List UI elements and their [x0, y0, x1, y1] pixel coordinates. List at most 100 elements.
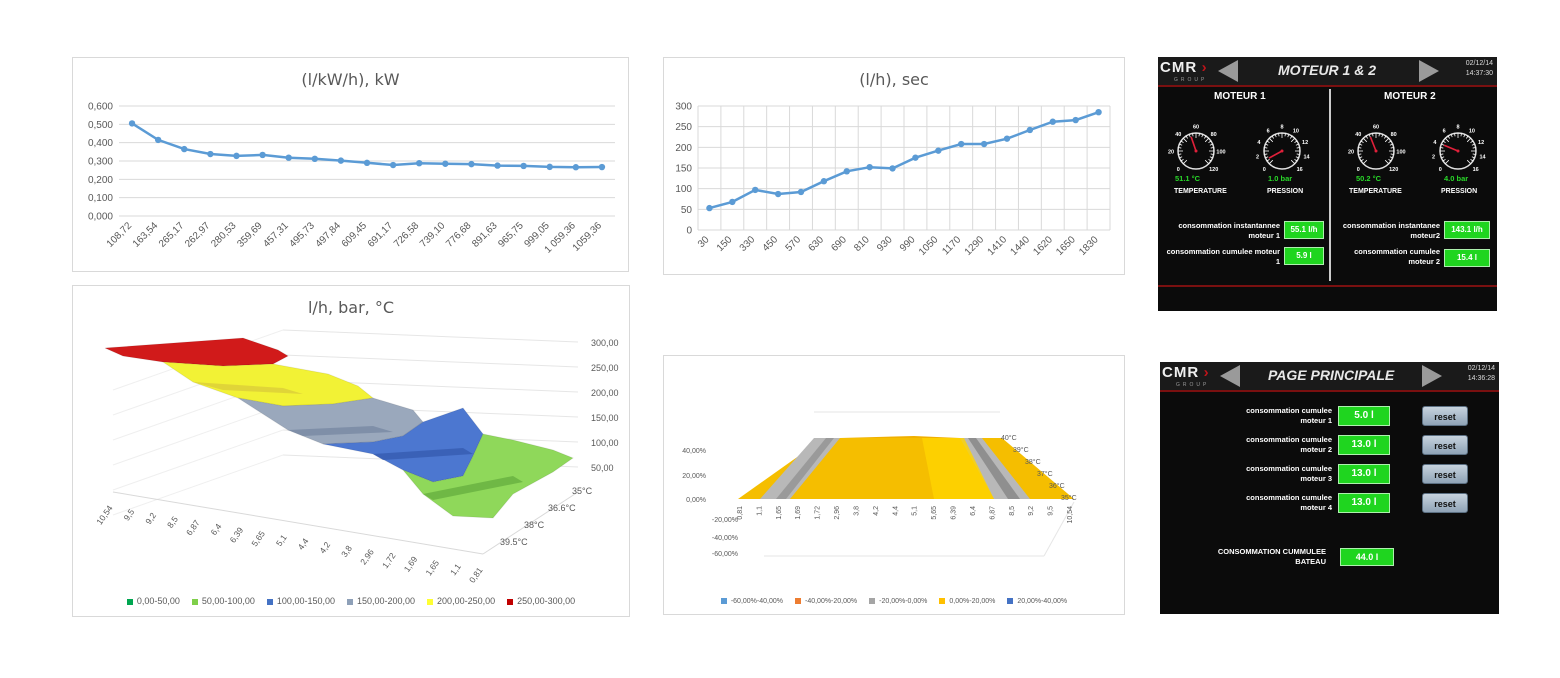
prev-page-arrow-icon[interactable]	[1218, 60, 1238, 82]
x-tick-label: 5,1	[912, 506, 919, 516]
gauge-tick	[1185, 135, 1188, 139]
gauge-tick-label: 60	[1193, 125, 1199, 131]
floor-edge	[112, 491, 484, 555]
gauge-tick	[1204, 137, 1210, 143]
y-tick-label: 39.5°C	[500, 537, 528, 547]
y-tick-label: 0,200	[88, 175, 113, 186]
reset-button-moteur-1[interactable]: reset	[1422, 406, 1468, 426]
gauge-tick	[1470, 140, 1474, 143]
gauge-tick	[1278, 133, 1280, 137]
hmi-footer-line	[1158, 285, 1497, 287]
reset-button-moteur-2[interactable]: reset	[1422, 435, 1468, 455]
data-point	[207, 150, 214, 158]
prev-page-arrow-icon[interactable]	[1220, 365, 1240, 387]
x-tick-label: 4,4	[296, 536, 311, 552]
next-page-arrow-icon[interactable]	[1422, 365, 1442, 387]
gauge-tick	[1362, 137, 1368, 143]
y-tick-label: 150	[675, 164, 692, 175]
legend-label: 150,00-200,00	[356, 596, 416, 606]
gauge-tick-label: 0	[1357, 167, 1360, 173]
line-chart-1: 0,000 0,100 0,200 0,300 0,400 0,500 0,600 108,7…	[88, 102, 615, 256]
legend-swatch	[266, 598, 273, 605]
gauge-tick-label: 2	[1432, 154, 1435, 160]
gauge-tick	[1198, 133, 1200, 137]
y-tick-label: 200	[675, 143, 692, 154]
y-tick-label: 0,300	[88, 157, 113, 168]
x-tick-label: 6,39	[228, 525, 246, 545]
y-tick-label: 37°C	[1037, 470, 1053, 478]
data-point	[1049, 118, 1056, 125]
gauge-tick	[1368, 134, 1371, 138]
temperature-gauge-1: 0 20 40 60 80 100 120	[1168, 125, 1226, 174]
data-point	[363, 159, 371, 167]
x-tick-label: 5,65	[931, 506, 938, 520]
gridline	[112, 404, 284, 466]
gauge-tick	[1466, 137, 1472, 143]
data-point	[729, 198, 736, 206]
gauge-tick	[1296, 147, 1300, 149]
gauge-tick	[1201, 134, 1204, 138]
reset-button-moteur-3[interactable]: reset	[1422, 464, 1468, 484]
cmr-logo: CMR › GROUP	[1160, 59, 1212, 83]
logo-chevron-icon: ›	[1203, 364, 1209, 381]
data-point	[311, 155, 318, 162]
gauge-tick-label: 0	[1439, 167, 1442, 173]
data-point	[416, 160, 423, 167]
legend-item: 200,00-250,00	[427, 596, 495, 606]
legend-label: 100,00-150,00	[276, 596, 335, 606]
gauge-tick	[1188, 134, 1191, 138]
x-tick-label: 739,10	[418, 220, 448, 250]
x-tick-label: 150	[715, 234, 735, 254]
gauge-tick	[1294, 140, 1298, 143]
hmi-header: CMR › GROUP MOTEUR 1 & 2 02/12/14 14:37:…	[1158, 57, 1497, 87]
moteur-2-title: MOTEUR 2	[1384, 91, 1436, 102]
x-tick-label: 8,5	[165, 514, 180, 530]
data-point	[1072, 116, 1079, 124]
gauge-tick	[1271, 135, 1274, 139]
chart-legend: -60,00%-40,00% -40,00%-20,00% -20,00%-0,00…	[664, 598, 1124, 605]
x-tick-label: 1059,36	[571, 220, 605, 254]
chart-title: (l/kW/h), kW	[301, 70, 400, 89]
gauge-tick-label: 40	[1175, 132, 1181, 138]
gauge-tick	[1290, 137, 1296, 143]
next-page-arrow-icon[interactable]	[1419, 60, 1439, 82]
gauge-tick-label: 8	[1280, 125, 1283, 131]
gauge-tick	[1209, 143, 1213, 146]
data-point	[181, 145, 188, 153]
gridline	[282, 354, 579, 368]
z-tick-label: 0,00%	[686, 497, 706, 504]
pressure-label-1: PRESSION	[1267, 188, 1304, 195]
x-tick-label: 965,75	[496, 220, 526, 250]
gauge-tick	[1389, 156, 1393, 159]
gauge-tick	[1450, 134, 1453, 138]
z-tick-label: 250,00	[591, 363, 619, 373]
data-point	[285, 154, 292, 161]
date: 02/12/14	[1467, 365, 1495, 372]
gauge-tick	[1359, 156, 1363, 159]
y-tick-label: 300	[675, 102, 692, 113]
legend-label: 0,00%-20,00%	[949, 598, 996, 605]
gauge-tick	[1358, 153, 1362, 155]
x-tick-label: 630	[806, 234, 826, 254]
x-tick-label: 1,72	[380, 551, 398, 571]
gauge-tick	[1287, 134, 1290, 138]
y-tick-label: 35°C	[1061, 494, 1077, 502]
gauge-tick	[1290, 135, 1293, 139]
z-tick-label: 200,00	[591, 388, 619, 398]
gauge-tick	[1268, 159, 1274, 165]
gauge-tick	[1290, 159, 1296, 165]
reset-button-moteur-4[interactable]: reset	[1422, 493, 1468, 513]
y-tick-label: 35°C	[572, 486, 593, 496]
gauge-needle	[1369, 136, 1377, 152]
temperature-value-1: 51.1 °C	[1175, 174, 1201, 183]
gauge-tick-label: 14	[1303, 154, 1310, 160]
gauge-tick-label: 100	[1216, 150, 1225, 156]
row-label-moteur-1: consommation cumulee moteur 1	[1246, 406, 1332, 425]
time: 14:37:30	[1465, 70, 1493, 77]
x-tick-label: 9,2	[143, 510, 158, 526]
data-point	[843, 168, 850, 175]
gauge-tick	[1208, 140, 1212, 143]
gauge-needle	[1268, 150, 1283, 159]
